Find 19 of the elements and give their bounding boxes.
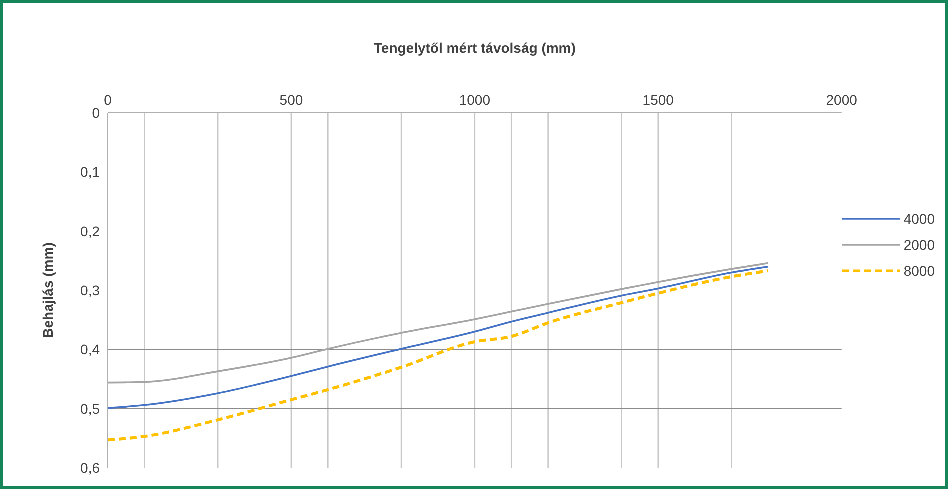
legend-label: 4000 <box>904 210 935 226</box>
y-tick-label: 0,5 <box>80 400 100 417</box>
y-tick-label: 0,6 <box>80 460 100 476</box>
x-tick-label: 0 <box>104 92 112 108</box>
legend-label: 2000 <box>904 236 935 252</box>
y-tick-label: 0,3 <box>80 282 100 298</box>
y-tick-label: 0,1 <box>80 164 100 180</box>
line-series <box>108 266 770 410</box>
x-tick-label: 1500 <box>642 92 674 108</box>
x-tick-label: 2000 <box>826 92 858 108</box>
x-tick-label: 500 <box>280 92 304 108</box>
legend-label: 8000 <box>904 262 935 278</box>
y-tick-label: 0 <box>92 104 100 121</box>
line-series <box>108 269 770 442</box>
x-axis-title: Tengelytől mért távolság (mm) <box>374 40 576 56</box>
y-tick-label: 0,4 <box>80 342 100 358</box>
x-tick-label: 1000 <box>459 92 491 108</box>
y-tick-label: 0,2 <box>80 223 100 240</box>
y-axis-title: Behajlás (mm) <box>40 242 56 338</box>
